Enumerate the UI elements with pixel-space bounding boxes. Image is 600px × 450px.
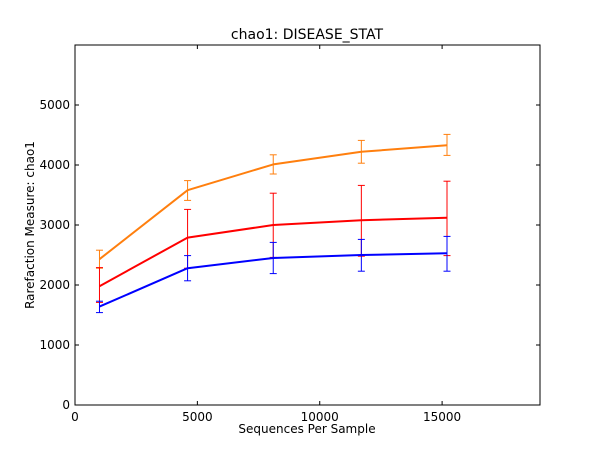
x-tick-label: 0 [71, 410, 79, 424]
axis-ticks: 0 5000 10000 15000 0 1000 2000 3000 4000 5000 [39, 45, 540, 424]
y-tick-label: 4000 [39, 158, 70, 172]
x-tick-label: 5000 [182, 410, 213, 424]
y-tick-label: 5000 [39, 98, 70, 112]
y-tick-label: 2000 [39, 278, 70, 292]
series-line [98, 144, 448, 260]
series-line [99, 252, 448, 308]
chart-title: chao1: DISEASE_STAT [231, 27, 384, 43]
series-0 [95, 133, 451, 269]
x-tick-label: 10000 [301, 410, 339, 424]
y-axis-label: Rarefaction Measure: chao1 [23, 141, 37, 309]
series-line [98, 216, 448, 288]
y-tick-label: 0 [62, 398, 70, 412]
plot-area [95, 133, 451, 314]
series-2 [95, 235, 451, 314]
x-tick-label: 15000 [423, 410, 461, 424]
y-tick-label: 3000 [39, 218, 70, 232]
x-axis-label: Sequences Per Sample [238, 422, 375, 436]
y-tick-label: 1000 [39, 338, 70, 352]
